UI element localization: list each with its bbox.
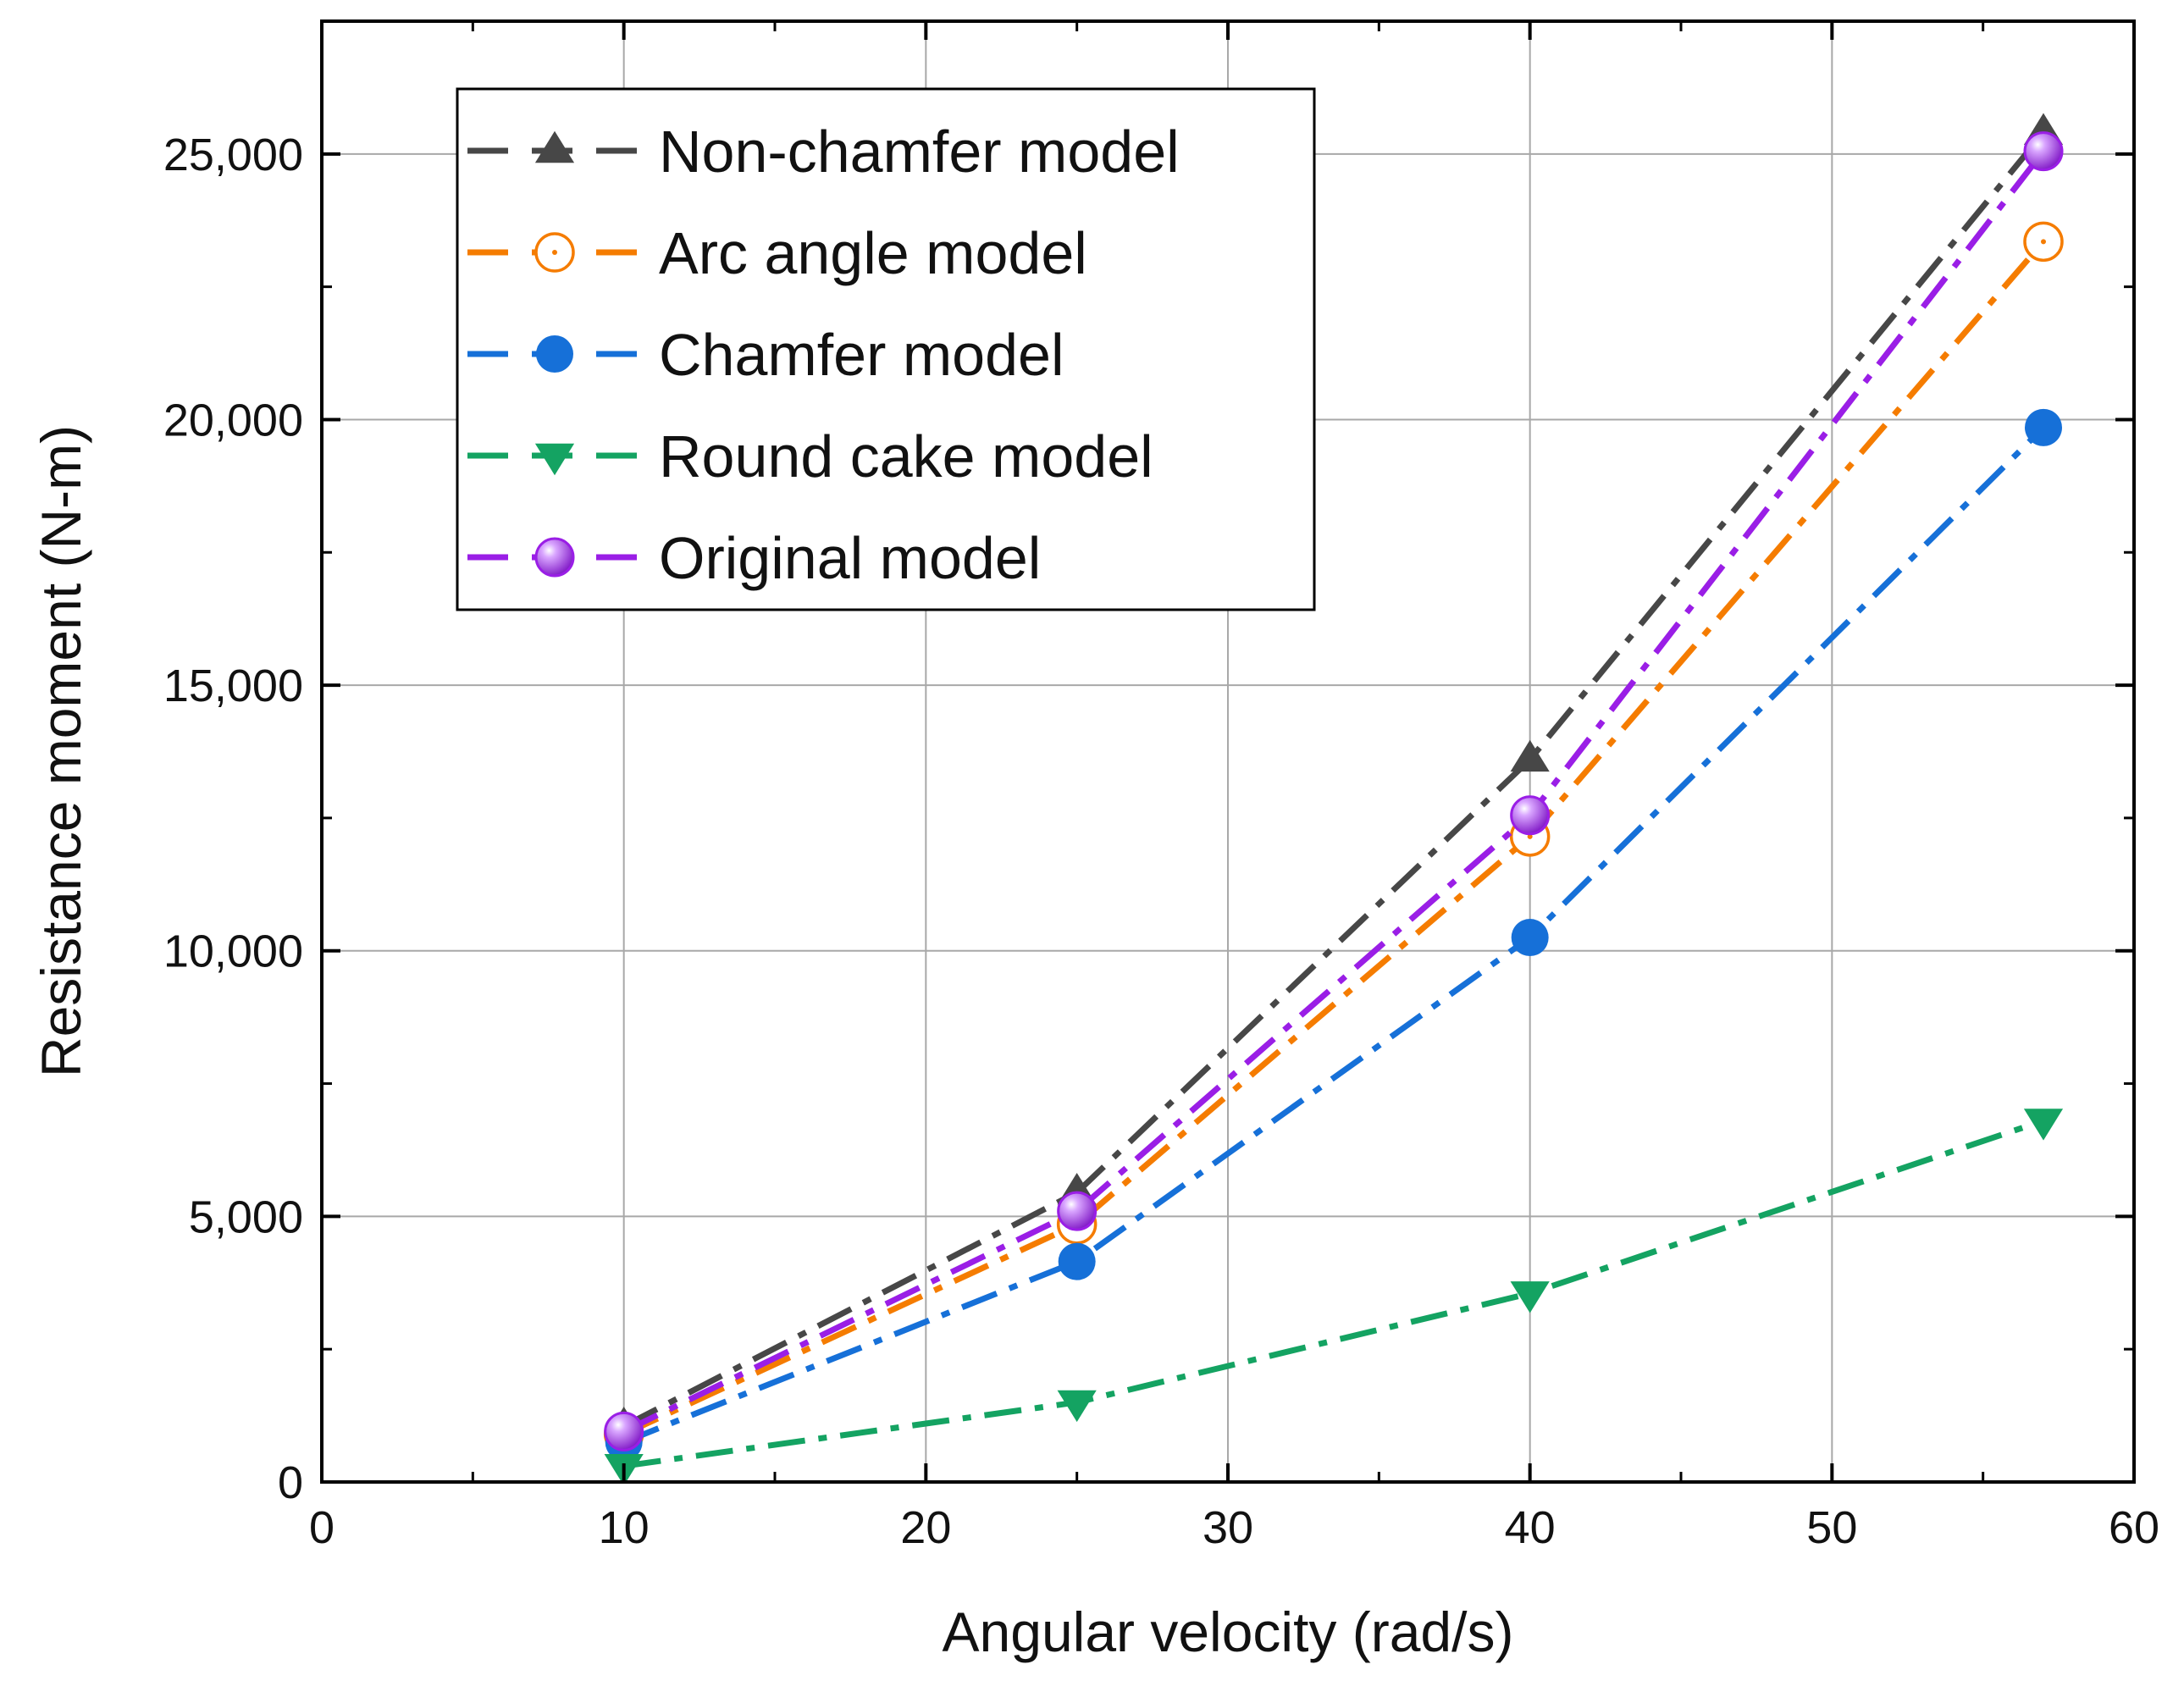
x-tick-label: 40: [1505, 1502, 1556, 1553]
y-tick-label: 0: [278, 1457, 303, 1508]
series-line: [622, 425, 2046, 1446]
x-axis-title: Angular velocity (rad/s): [943, 1601, 1514, 1663]
series-original-model: [604, 131, 2064, 1451]
legend-entry: Round cake model: [467, 423, 1153, 489]
y-tick-label: 5,000: [189, 1192, 303, 1242]
y-tick-label: 10,000: [163, 926, 303, 977]
series-line: [622, 130, 2046, 1429]
series-line: [623, 1118, 2045, 1469]
series-line: [622, 240, 2046, 1437]
legend-label: Arc angle model: [659, 220, 1087, 286]
legend-label: Chamfer model: [659, 322, 1064, 388]
legend-box: [456, 87, 1316, 611]
x-tick-label: 60: [2109, 1502, 2159, 1553]
tick-labels: 0 10 20 30 40 50 60 0 5,000 10,000 15,000 20,000 25,…: [163, 130, 2159, 1553]
x-tick-label: 50: [1806, 1502, 1857, 1553]
marker-legend: [534, 443, 575, 476]
legend-entry: Arc angle model: [467, 220, 1087, 286]
marker-point-center: [2041, 239, 2046, 245]
marker-point-center: [1527, 833, 1533, 839]
y-tick-label: 25,000: [163, 130, 303, 180]
marker-point: [1510, 795, 1551, 836]
marker-legend-center: [552, 250, 557, 255]
marker-point: [1510, 1281, 1550, 1313]
legend-entry: Chamfer model: [467, 322, 1064, 388]
x-tick-label: 20: [900, 1502, 951, 1553]
marker-point: [2023, 1109, 2064, 1141]
legend-entry: Non-chamfer model: [467, 119, 1180, 185]
legend-label: Round cake model: [659, 423, 1153, 489]
marker-point: [1058, 1242, 1096, 1280]
marker-point: [1057, 1191, 1098, 1231]
y-tick-label: 20,000: [163, 395, 303, 445]
legend-label: Non-chamfer model: [659, 119, 1180, 185]
series-layer: [603, 113, 2064, 1482]
marker-legend: [534, 130, 575, 163]
marker-legend: [534, 537, 575, 578]
x-tick-label: 0: [309, 1502, 335, 1553]
axis-ticks: [320, 21, 2136, 1484]
marker-point: [2025, 408, 2062, 446]
x-tick-label: 10: [599, 1502, 650, 1553]
y-axis-title: Resistance moment (N-m): [30, 425, 92, 1077]
marker-point: [604, 1411, 644, 1451]
marker-point: [1511, 919, 1549, 957]
legend-entry: Original model: [467, 525, 1041, 591]
legend: Non-chamfer model Arc angle model Chamfer …: [456, 87, 1316, 611]
x-tick-label: 30: [1203, 1502, 1253, 1553]
marker-point: [1057, 1390, 1097, 1423]
y-tick-label: 15,000: [163, 661, 303, 711]
marker-point: [2023, 131, 2064, 172]
marker-point: [1510, 739, 1550, 772]
series-line: [622, 149, 2046, 1435]
marker-legend: [536, 335, 573, 373]
legend-label: Original model: [659, 525, 1041, 591]
